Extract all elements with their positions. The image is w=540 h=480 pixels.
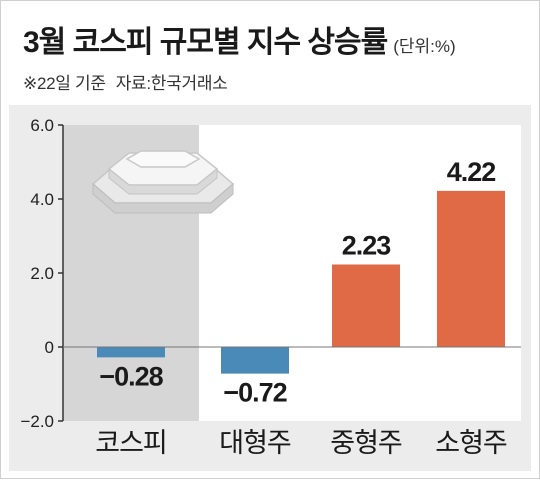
bar-코스피 — [97, 347, 165, 358]
data-label-코스피: −0.28 — [99, 361, 163, 391]
data-label-소형주: 4.22 — [447, 157, 496, 187]
value-labels: −0.28 −0.72 2.23 4.22 — [99, 157, 496, 408]
note-line: ※22일 기준 자료:한국거래소 — [23, 69, 228, 94]
y-axis: −2.0 0 2.0 4.0 6.0 — [20, 116, 64, 431]
date-note: ※22일 기준 — [23, 74, 106, 93]
y-tick-label: 2.0 — [30, 264, 54, 283]
unit-label: (단위:%) — [393, 37, 456, 56]
data-label-중형주: 2.23 — [342, 230, 392, 260]
y-tick-label: 6.0 — [30, 116, 54, 135]
category-labels: 코스피 대형주 중형주 소형주 — [95, 428, 508, 459]
bar-중형주 — [332, 264, 400, 347]
bars-group — [97, 190, 505, 374]
bar-소형주 — [437, 190, 505, 347]
y-tick-label: 4.0 — [30, 190, 54, 209]
y-tick-label: −2.0 — [20, 412, 54, 431]
source-note: 자료:한국거래소 — [115, 74, 228, 93]
title-row: 3월 코스피 규모별 지수 상승률 (단위:%) — [23, 17, 456, 61]
data-label-대형주: −0.72 — [223, 378, 286, 408]
y-tick-label: 0 — [45, 338, 54, 357]
category-label-코스피: 코스피 — [95, 428, 167, 459]
category-label-중형주: 중형주 — [330, 428, 402, 459]
category-label-소형주: 소형주 — [435, 428, 507, 459]
category-label-대형주: 대형주 — [219, 428, 291, 459]
chart-title: 3월 코스피 규모별 지수 상승률 — [23, 26, 388, 59]
index-stack-illustration — [91, 150, 235, 214]
bar-대형주 — [221, 347, 289, 374]
